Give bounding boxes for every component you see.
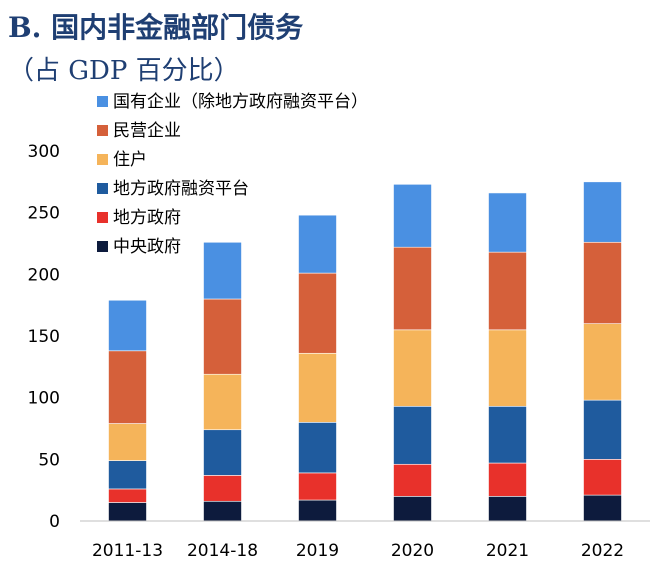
bar-segment (108, 350, 147, 424)
bars-layer (108, 181, 622, 522)
bar-segment (393, 496, 432, 522)
bar-segment (488, 462, 527, 497)
bar-segment (203, 475, 242, 502)
bar-segment (583, 399, 622, 460)
legend-swatch (97, 154, 108, 165)
legend-label: 中央政府 (113, 237, 181, 257)
legend-swatch (97, 125, 108, 136)
bar-segment (108, 460, 147, 490)
bar-segment (298, 499, 337, 522)
x-tick-label: 2021 (486, 541, 529, 561)
x-tick-label: 2022 (581, 541, 624, 561)
bar-segment (108, 423, 147, 461)
bar-segment (488, 192, 527, 253)
y-tick-label: 150 (28, 327, 60, 347)
bar-segment (298, 472, 337, 501)
y-tick-label: 100 (28, 389, 60, 409)
legend-item: 国有企业（除地方政府融资平台） (97, 92, 368, 112)
bar-segment (298, 214, 337, 274)
bar-stack (298, 214, 337, 522)
x-tick-label: 2019 (296, 541, 339, 561)
y-tick-label: 300 (28, 142, 60, 162)
bar-segment (108, 488, 147, 503)
bar-segment (488, 496, 527, 522)
legend-item: 地方政府融资平台 (97, 179, 249, 199)
bar-stack (108, 299, 147, 522)
legend-item: 民营企业 (97, 121, 181, 141)
bar-stack (393, 184, 432, 522)
bar-segment (298, 352, 337, 423)
bar-segment (583, 494, 622, 522)
x-tick-label: 2011-13 (92, 541, 163, 561)
legend-item: 地方政府 (97, 208, 181, 228)
bar-segment (393, 405, 432, 465)
legend-label: 国有企业（除地方政府融资平台） (113, 92, 368, 112)
bar-segment (583, 181, 622, 243)
bar-segment (108, 502, 147, 522)
bar-segment (393, 463, 432, 497)
legend-item: 中央政府 (97, 237, 181, 257)
bar-stack (583, 181, 622, 522)
legend-swatch (97, 212, 108, 223)
legend-swatch (97, 96, 108, 107)
bar-segment (583, 241, 622, 324)
y-tick-label: 0 (49, 512, 60, 532)
bar-segment (583, 459, 622, 496)
bar-segment (203, 373, 242, 431)
legend-label: 民营企业 (113, 121, 181, 141)
bar-segment (203, 429, 242, 476)
legend-label: 地方政府 (113, 208, 181, 228)
bar-stack (203, 241, 242, 522)
y-tick-label: 200 (28, 265, 60, 285)
x-tick-label: 2014-18 (187, 541, 258, 561)
y-tick-label: 50 (38, 450, 60, 470)
bar-segment (203, 241, 242, 300)
bar-segment (393, 184, 432, 248)
x-axis: 2011-13 2014-18 2019 2020 2021 2022 (80, 520, 650, 561)
bar-segment (393, 329, 432, 407)
bar-segment (203, 298, 242, 375)
bar-segment (488, 405, 527, 464)
legend-swatch (97, 183, 108, 194)
y-tick-label: 250 (28, 204, 60, 224)
x-tick-label: 2020 (391, 541, 434, 561)
bar-segment (488, 251, 527, 331)
bar-segment (298, 422, 337, 474)
bar-segment (393, 246, 432, 331)
legend-label: 地方政府融资平台 (113, 179, 249, 199)
bar-segment (583, 323, 622, 401)
legend-item: 住户 (97, 150, 147, 170)
y-axis: 0 50 100 150 200 250 300 (28, 142, 60, 532)
bar-segment (298, 272, 337, 354)
chart-subtitle: （占 GDP 百分比） (8, 56, 240, 86)
legend-swatch (97, 241, 108, 252)
bar-segment (108, 299, 147, 352)
bar-stack (488, 192, 527, 522)
legend-label: 住户 (113, 150, 147, 170)
bar-segment (488, 329, 527, 407)
bar-segment (203, 500, 242, 522)
chart-title: B. 国内非金融部门债务 (8, 11, 304, 44)
